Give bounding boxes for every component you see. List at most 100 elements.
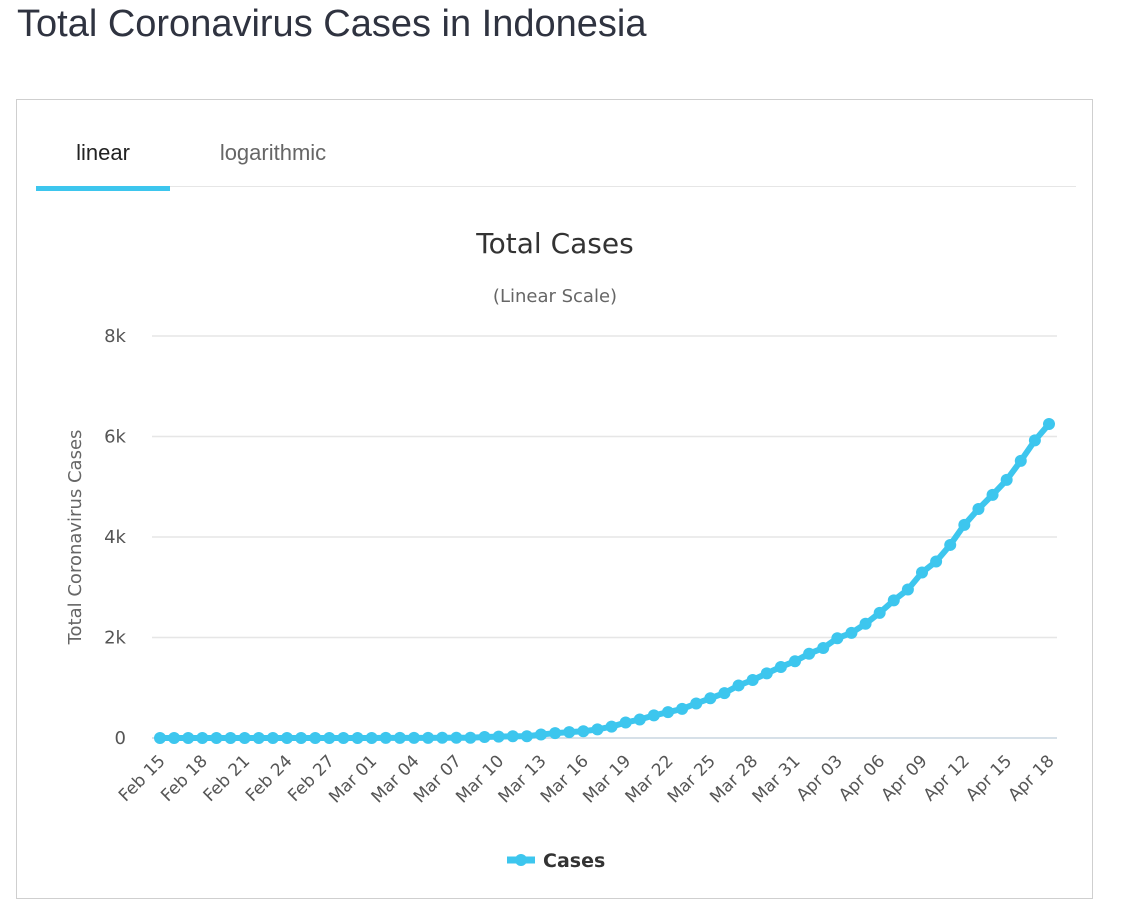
data-point[interactable] xyxy=(619,716,632,729)
y-tick-label: 4k xyxy=(104,527,126,548)
data-point[interactable] xyxy=(774,660,787,673)
data-point[interactable] xyxy=(506,730,519,743)
x-tick-label: Mar 31 xyxy=(749,751,805,807)
tab-logarithmic-label: logarithmic xyxy=(219,140,327,165)
x-tick-label: Apr 12 xyxy=(920,751,974,805)
data-point[interactable] xyxy=(732,679,745,692)
data-point[interactable] xyxy=(704,692,717,705)
data-point[interactable] xyxy=(718,687,731,700)
data-point[interactable] xyxy=(676,702,689,715)
series-cases xyxy=(154,418,1055,744)
data-point[interactable] xyxy=(662,706,674,719)
data-point[interactable] xyxy=(1000,473,1013,486)
data-point[interactable] xyxy=(196,732,209,744)
data-point[interactable] xyxy=(873,606,886,619)
data-point[interactable] xyxy=(351,732,364,744)
data-point[interactable] xyxy=(379,731,392,744)
data-point[interactable] xyxy=(210,732,223,744)
legend[interactable]: Cases xyxy=(507,850,605,872)
data-point[interactable] xyxy=(591,723,604,736)
legend-label-cases: Cases xyxy=(543,850,605,872)
y-tick-label: 6k xyxy=(104,427,126,448)
x-tick-label: Apr 18 xyxy=(1004,751,1058,805)
data-point[interactable] xyxy=(520,730,533,743)
data-point[interactable] xyxy=(831,632,844,645)
data-point[interactable] xyxy=(760,667,773,680)
x-tick-label: Feb 18 xyxy=(157,751,212,806)
data-point[interactable] xyxy=(182,732,195,744)
chart-panel: linear logarithmic xyxy=(16,99,1093,899)
data-point[interactable] xyxy=(436,731,449,744)
data-point[interactable] xyxy=(803,647,816,660)
data-point[interactable] xyxy=(281,732,293,744)
scale-tabs: linear logarithmic xyxy=(36,120,1076,191)
x-tick-label: Apr 09 xyxy=(877,751,931,805)
data-point[interactable] xyxy=(337,732,350,744)
tab-linear-label: linear xyxy=(76,140,130,165)
data-point[interactable] xyxy=(365,732,378,744)
data-point[interactable] xyxy=(450,731,463,744)
data-point[interactable] xyxy=(422,731,435,744)
data-point[interactable] xyxy=(549,727,562,740)
data-point[interactable] xyxy=(930,555,943,568)
data-point[interactable] xyxy=(577,725,590,738)
data-point[interactable] xyxy=(224,732,237,744)
data-point[interactable] xyxy=(817,642,830,655)
data-point[interactable] xyxy=(633,713,646,726)
data-point[interactable] xyxy=(944,538,957,551)
y-axis-label: Total Coronavirus Cases xyxy=(65,430,86,646)
x-tick-label: Feb 24 xyxy=(242,751,297,806)
data-point[interactable] xyxy=(252,732,265,744)
data-point[interactable] xyxy=(563,726,576,739)
data-point[interactable] xyxy=(323,732,336,744)
data-point[interactable] xyxy=(295,732,308,744)
chart-title: Total Cases xyxy=(475,227,633,260)
data-point[interactable] xyxy=(535,728,547,741)
x-tick-label: Apr 06 xyxy=(835,751,889,805)
data-point[interactable] xyxy=(492,730,505,743)
x-tick-label: Feb 15 xyxy=(115,751,170,806)
data-point[interactable] xyxy=(478,731,491,744)
data-point[interactable] xyxy=(266,732,279,744)
data-point[interactable] xyxy=(309,732,322,744)
data-point[interactable] xyxy=(845,626,858,639)
data-point[interactable] xyxy=(1014,454,1027,467)
data-point[interactable] xyxy=(916,566,928,579)
data-point[interactable] xyxy=(986,488,999,501)
data-point[interactable] xyxy=(168,732,181,744)
data-point[interactable] xyxy=(393,731,406,744)
active-tab-indicator xyxy=(36,186,170,191)
data-point[interactable] xyxy=(859,617,872,630)
data-point[interactable] xyxy=(972,503,985,516)
data-point[interactable] xyxy=(789,655,801,668)
data-point[interactable] xyxy=(958,518,971,531)
x-tick-label: Apr 15 xyxy=(962,751,1016,805)
x-tick-label: Apr 03 xyxy=(793,751,847,805)
data-point[interactable] xyxy=(1043,418,1055,431)
x-tick-label: Feb 21 xyxy=(200,751,255,806)
data-point[interactable] xyxy=(647,709,660,722)
data-point[interactable] xyxy=(605,720,618,733)
data-point[interactable] xyxy=(154,732,166,744)
grid-lines xyxy=(152,335,1057,739)
data-point[interactable] xyxy=(408,731,420,744)
data-point[interactable] xyxy=(690,697,703,710)
y-tick-label: 2k xyxy=(104,628,126,649)
series-line-cases xyxy=(157,421,1052,741)
data-point[interactable] xyxy=(887,594,900,607)
data-point[interactable] xyxy=(901,583,914,596)
y-tick-label: 0 xyxy=(115,728,126,749)
y-tick-labels: 0 2k 4k 6k 8k xyxy=(104,326,126,749)
data-point[interactable] xyxy=(1028,434,1041,447)
chart-subtitle: (Linear Scale) xyxy=(493,286,617,307)
page-title: Total Coronavirus Cases in Indonesia xyxy=(17,3,647,45)
tab-linear[interactable]: linear xyxy=(36,120,170,191)
legend-marker xyxy=(515,854,527,866)
data-point[interactable] xyxy=(746,673,759,686)
y-tick-label: 8k xyxy=(104,326,126,347)
tab-logarithmic[interactable]: logarithmic xyxy=(206,120,340,186)
data-point[interactable] xyxy=(464,731,477,744)
data-point[interactable] xyxy=(238,732,251,744)
